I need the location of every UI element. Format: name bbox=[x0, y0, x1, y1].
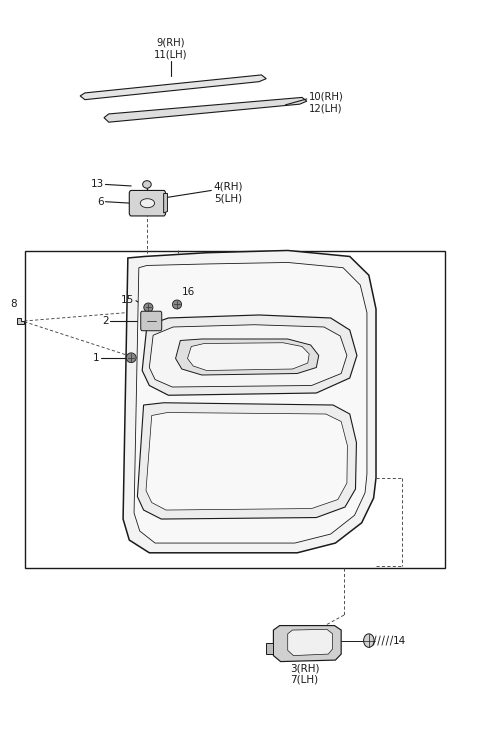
Text: 13: 13 bbox=[91, 179, 104, 190]
Polygon shape bbox=[288, 630, 333, 656]
Ellipse shape bbox=[172, 300, 181, 309]
Ellipse shape bbox=[140, 199, 155, 208]
Text: 8: 8 bbox=[10, 299, 17, 309]
Text: 6: 6 bbox=[97, 197, 104, 206]
Text: 9(RH)
11(LH): 9(RH) 11(LH) bbox=[154, 38, 188, 59]
Polygon shape bbox=[188, 343, 309, 370]
Polygon shape bbox=[149, 325, 347, 387]
Polygon shape bbox=[266, 643, 274, 654]
Polygon shape bbox=[176, 339, 319, 375]
Text: 4(RH)
5(LH): 4(RH) 5(LH) bbox=[214, 182, 243, 203]
Text: 3(RH)
7(LH): 3(RH) 7(LH) bbox=[289, 663, 319, 684]
Text: 10(RH)
12(LH): 10(RH) 12(LH) bbox=[309, 92, 344, 114]
Text: 14: 14 bbox=[393, 636, 406, 645]
Polygon shape bbox=[146, 413, 348, 510]
FancyBboxPatch shape bbox=[141, 311, 162, 331]
Polygon shape bbox=[123, 251, 376, 553]
Ellipse shape bbox=[364, 634, 374, 648]
Ellipse shape bbox=[126, 353, 136, 363]
Polygon shape bbox=[137, 403, 357, 519]
Polygon shape bbox=[80, 75, 266, 99]
Text: 2: 2 bbox=[102, 316, 109, 326]
Text: 16: 16 bbox=[182, 287, 195, 297]
Text: 1: 1 bbox=[93, 352, 99, 363]
Ellipse shape bbox=[143, 181, 151, 188]
Polygon shape bbox=[142, 315, 357, 395]
Bar bbox=[25, 252, 445, 568]
Polygon shape bbox=[17, 318, 24, 324]
Text: 15: 15 bbox=[121, 295, 134, 305]
Ellipse shape bbox=[144, 303, 153, 312]
Polygon shape bbox=[104, 97, 307, 122]
Polygon shape bbox=[164, 194, 168, 213]
Polygon shape bbox=[134, 263, 367, 543]
Polygon shape bbox=[274, 626, 341, 662]
FancyBboxPatch shape bbox=[129, 191, 166, 216]
